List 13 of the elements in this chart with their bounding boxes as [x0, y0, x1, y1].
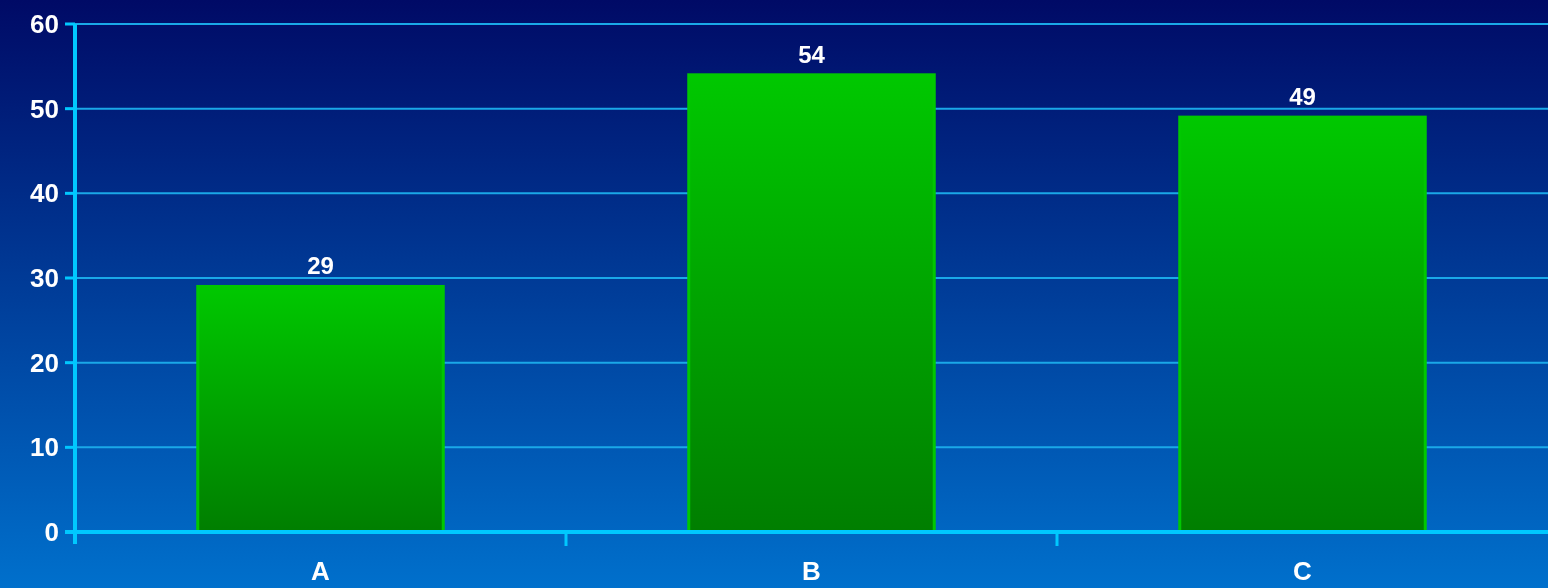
x-tick-label: B	[802, 556, 821, 586]
y-tick-label: 50	[30, 93, 59, 124]
y-tick-label: 30	[30, 263, 59, 294]
y-tick-label: 40	[30, 178, 59, 209]
x-tick-label: C	[1293, 556, 1313, 586]
y-tick-label: 10	[30, 432, 59, 463]
data-label: 29	[307, 252, 334, 280]
y-tick-label: 20	[30, 347, 59, 378]
data-label: 49	[1289, 83, 1316, 111]
y-tick-label: 60	[30, 9, 59, 40]
y-tick-label: 0	[44, 517, 59, 548]
x-tick-label: A	[311, 556, 331, 586]
data-label: 54	[798, 40, 826, 68]
